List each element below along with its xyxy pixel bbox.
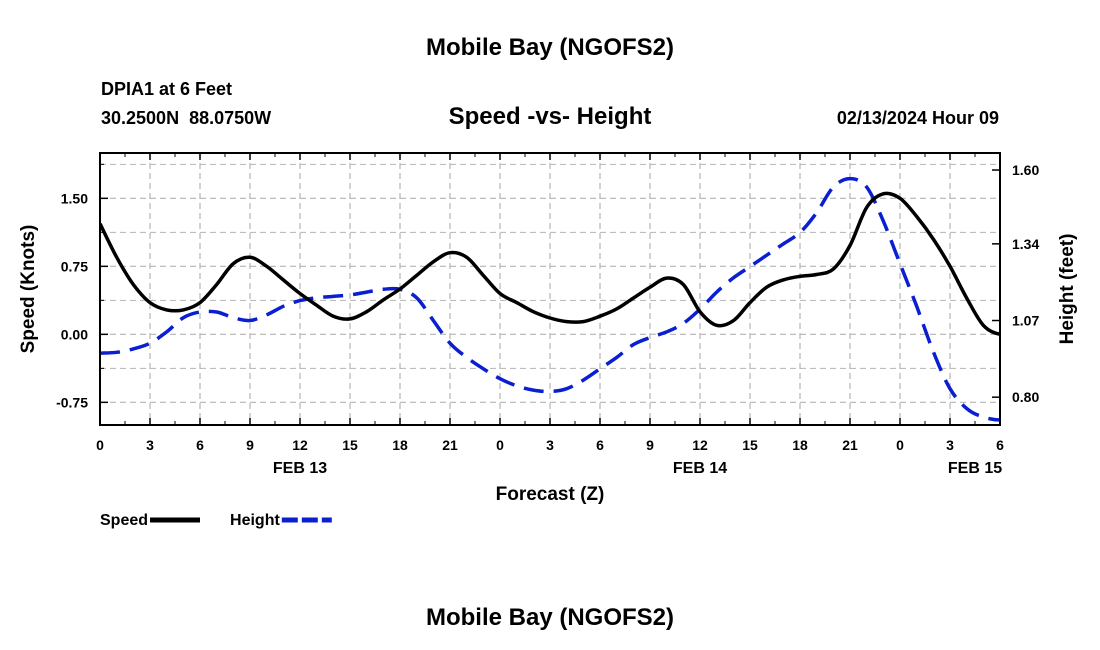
y-left-tick-label: 0.75 (61, 258, 88, 274)
x-tick-label: 0 (896, 437, 904, 453)
x-tick-label: 18 (792, 437, 808, 453)
x-tick-label: 3 (946, 437, 954, 453)
y-right-tick-label: 0.80 (1012, 389, 1039, 405)
axis-ticks: 0 3 6 9 12 15 18 21 0 3 6 9 12 15 18 21 0 3 6 FEB 13 FEB 14 F… (56, 153, 1039, 477)
chart-subtitle: Speed -vs- Height (449, 103, 652, 130)
y-right-tick-label: 1.60 (1012, 162, 1039, 178)
footer-title: Mobile Bay (NGOFS2) (426, 604, 674, 631)
x-tick-label: 6 (596, 437, 604, 453)
station-label: DPIA1 at 6 Feet (101, 79, 232, 99)
x-tick-label: 12 (292, 437, 308, 453)
x-tick-label: 3 (546, 437, 554, 453)
x-tick-label: 9 (246, 437, 254, 453)
y-axis-left-label: Speed (Knots) (18, 225, 39, 354)
height-series-line (100, 176, 1000, 422)
x-tick-label: 18 (392, 437, 408, 453)
x-tick-label: 15 (742, 437, 758, 453)
coords-label: 30.2500N 88.0750W (101, 108, 271, 128)
y-right-tick-label: 1.34 (1012, 236, 1039, 252)
main-title: Mobile Bay (NGOFS2) (426, 34, 674, 61)
date-label: FEB 13 (273, 460, 327, 477)
legend-label: Speed (100, 512, 148, 529)
x-tick-label: 9 (646, 437, 654, 453)
x-tick-label: 6 (196, 437, 204, 453)
x-tick-label: 6 (996, 437, 1004, 453)
legend: Speed Height (100, 512, 332, 529)
x-tick-label: 21 (442, 437, 458, 453)
x-tick-label: 15 (342, 437, 358, 453)
x-tick-label: 0 (496, 437, 504, 453)
forecast-datetime: 02/13/2024 Hour 09 (837, 108, 999, 128)
x-axis-label: Forecast (Z) (496, 484, 605, 505)
date-label: FEB 15 (948, 460, 1002, 477)
x-tick-label: 21 (842, 437, 858, 453)
legend-label: Height (230, 512, 280, 529)
series-lines (100, 176, 1000, 422)
x-tick-label: 3 (146, 437, 154, 453)
y-left-tick-label: -0.75 (56, 394, 88, 410)
y-right-tick-label: 1.07 (1012, 313, 1039, 329)
grid-lines (100, 153, 1000, 425)
speed-series-line (100, 191, 1000, 337)
y-left-tick-label: 0.00 (61, 326, 88, 342)
x-tick-label: 12 (692, 437, 708, 453)
y-left-tick-label: 1.50 (61, 190, 88, 206)
date-label: FEB 14 (673, 460, 727, 477)
x-tick-label: 0 (96, 437, 104, 453)
y-axis-right-label: Height (feet) (1057, 234, 1078, 345)
